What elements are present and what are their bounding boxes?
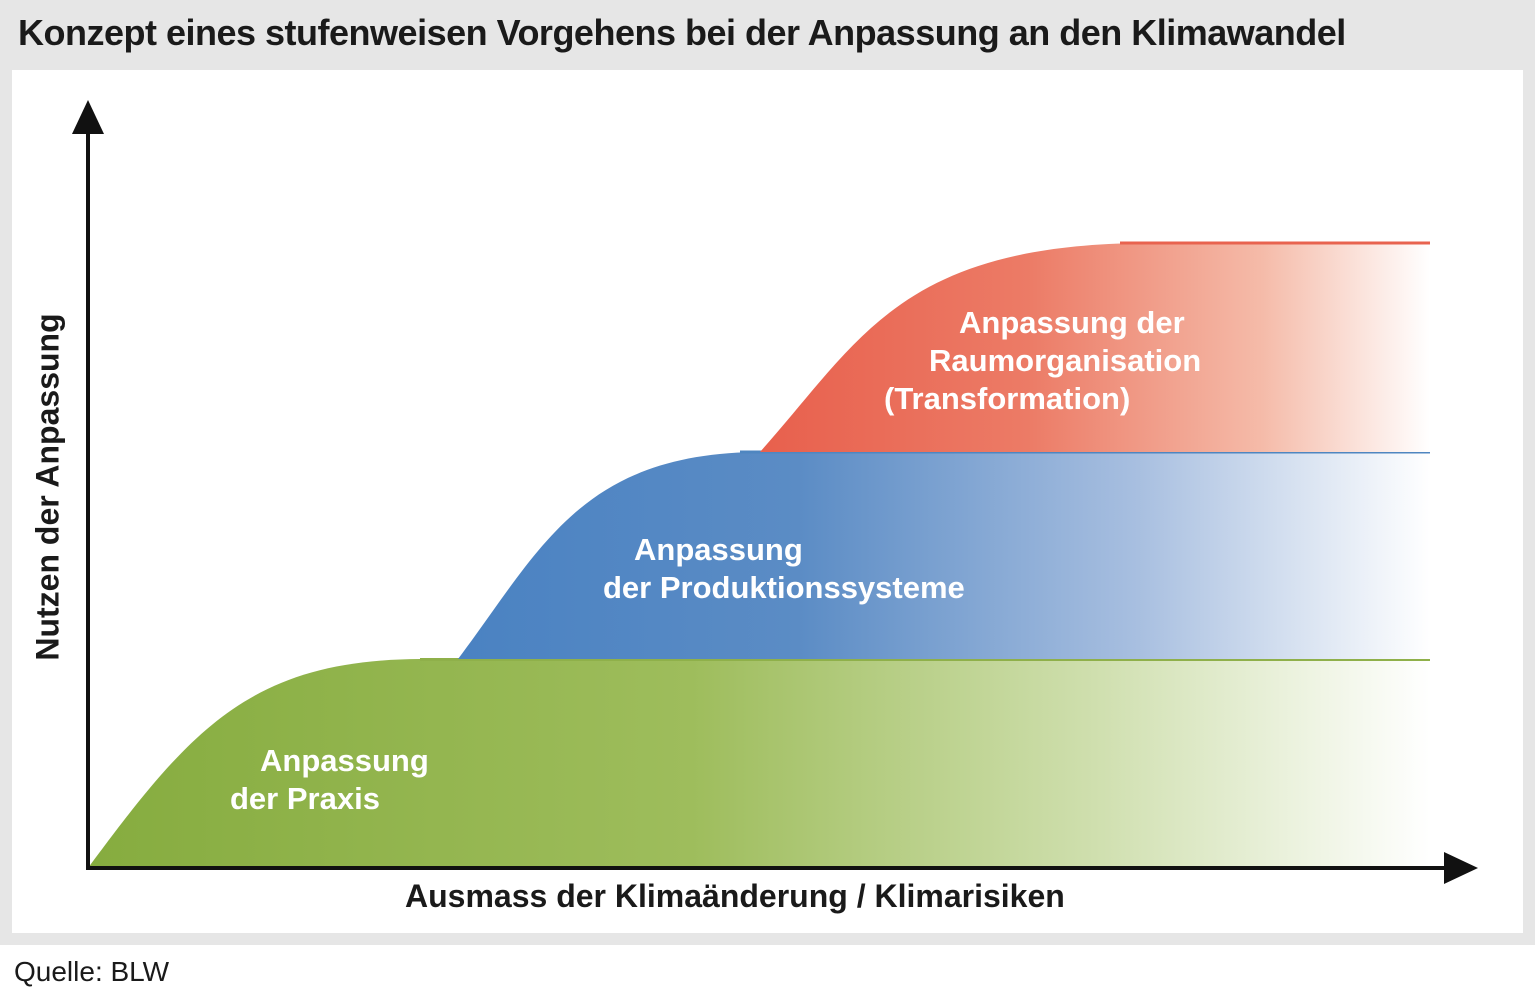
y-axis-label: Nutzen der Anpassung — [29, 313, 66, 661]
stage-produktionssysteme-label: Anpassung der Produktionssysteme — [603, 531, 965, 607]
stage-raumorganisation-area — [760, 243, 1430, 452]
stage-raumorganisation-line3: (Transformation) — [884, 381, 1131, 416]
stage-praxis-label: Anpassung der Praxis — [230, 742, 429, 818]
stage-raumorganisation-line2: Raumorganisation — [929, 343, 1202, 378]
stage-praxis-area — [88, 659, 1430, 868]
stage-produktionssysteme-area — [458, 452, 1430, 659]
x-axis-arrow-icon — [1444, 852, 1478, 884]
stage-produktionssysteme-line1: Anpassung — [634, 532, 803, 567]
y-axis-arrow-icon — [72, 100, 104, 134]
figure-title: Konzept eines stufenweisen Vorgehens bei… — [18, 12, 1346, 53]
stage-praxis-line1: Anpassung — [260, 743, 429, 778]
stage-produktionssysteme-line2: der Produktionssysteme — [603, 570, 965, 605]
x-axis-label: Ausmass der Klimaänderung / Klimarisiken — [405, 878, 1065, 914]
stage-raumorganisation-label: Anpassung der Raumorganisation (Transfor… — [884, 304, 1201, 418]
stage-praxis-line2: der Praxis — [230, 781, 380, 816]
stage-raumorganisation-line1: Anpassung der — [959, 305, 1185, 340]
source-note: Quelle: BLW — [14, 956, 170, 987]
diagram-canvas — [72, 100, 1478, 884]
